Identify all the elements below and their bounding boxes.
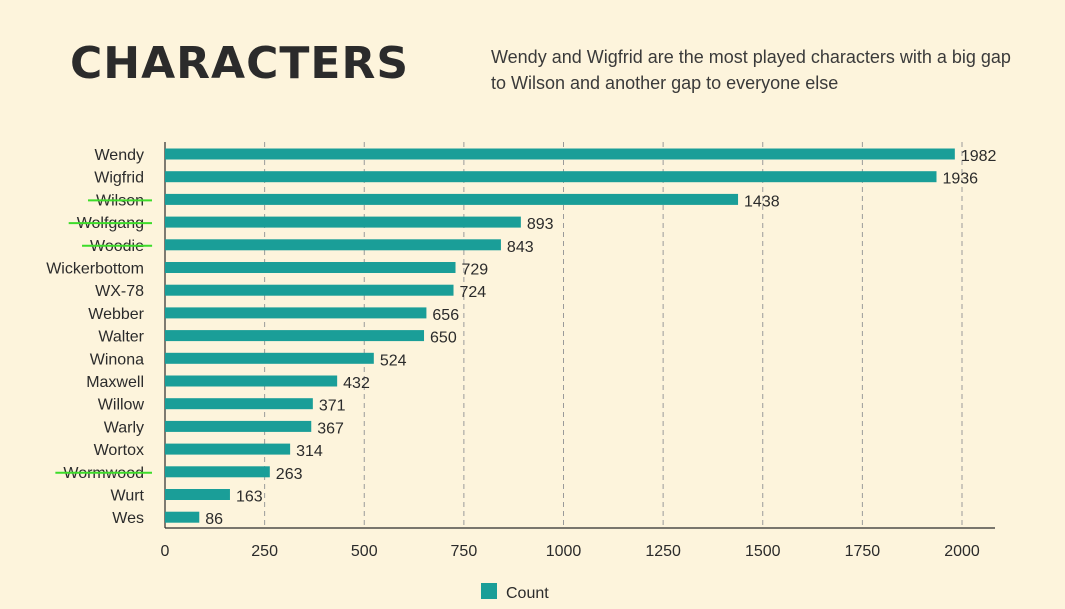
- category-label: Wickerbottom: [46, 261, 144, 278]
- bar: [165, 375, 338, 387]
- data-label: 432: [343, 375, 370, 392]
- data-label: 371: [319, 398, 346, 415]
- x-tick-label: 1750: [845, 543, 881, 560]
- data-label: 650: [430, 330, 457, 347]
- bar: [165, 148, 955, 160]
- legend-label: Count: [506, 585, 549, 602]
- x-tick-label: 250: [251, 543, 278, 560]
- data-label: 86: [205, 511, 223, 528]
- bar: [165, 262, 456, 273]
- category-label: Wendy: [94, 147, 144, 164]
- category-label: Wortox: [94, 442, 144, 459]
- legend-swatch: [481, 583, 497, 599]
- data-label: 729: [462, 262, 489, 279]
- x-tick-label: 0: [161, 543, 170, 560]
- category-label: Wes: [112, 510, 144, 527]
- bar: [165, 420, 312, 432]
- x-tick-label: 750: [451, 543, 478, 560]
- data-label: 367: [317, 420, 344, 437]
- data-label: 524: [380, 352, 407, 369]
- category-label: Webber: [88, 306, 144, 323]
- bar: [165, 171, 937, 183]
- data-label: 1982: [961, 148, 997, 165]
- bar: [165, 489, 230, 500]
- category-label: Wigfrid: [94, 170, 144, 187]
- bar: [165, 307, 427, 319]
- bar: [165, 193, 739, 205]
- bar: [165, 466, 270, 478]
- data-label: 843: [507, 239, 534, 256]
- x-tick-label: 1250: [645, 543, 681, 560]
- category-label: Maxwell: [86, 374, 144, 391]
- data-label: 314: [296, 443, 323, 460]
- x-tick-label: 1500: [745, 543, 781, 560]
- data-label: 263: [276, 466, 303, 483]
- x-tick-label: 500: [351, 543, 378, 560]
- bar: [165, 216, 521, 228]
- bar: [165, 511, 200, 523]
- category-label: Willow: [98, 397, 145, 414]
- bar: [165, 398, 313, 410]
- category-label: Winona: [90, 351, 144, 368]
- data-label: 893: [527, 216, 554, 233]
- data-label: 656: [432, 307, 459, 324]
- category-label: WX-78: [95, 283, 144, 300]
- data-label: 724: [460, 284, 487, 301]
- bar: [165, 239, 501, 251]
- bar: [165, 284, 454, 296]
- bar: [165, 330, 425, 342]
- x-tick-label: 2000: [944, 543, 980, 560]
- data-label: 1438: [744, 193, 780, 210]
- bar: [165, 352, 374, 364]
- bar: [165, 443, 291, 455]
- x-tick-label: 1000: [546, 543, 582, 560]
- data-label: 163: [236, 489, 263, 506]
- category-label: Warly: [104, 419, 144, 436]
- category-label: Walter: [98, 329, 144, 346]
- data-label: 1936: [942, 171, 978, 188]
- category-label: Wurt: [111, 488, 145, 505]
- chart-subtitle: Wendy and Wigfrid are the most played ch…: [491, 47, 1011, 93]
- page-title: CHARACTERS: [70, 38, 410, 89]
